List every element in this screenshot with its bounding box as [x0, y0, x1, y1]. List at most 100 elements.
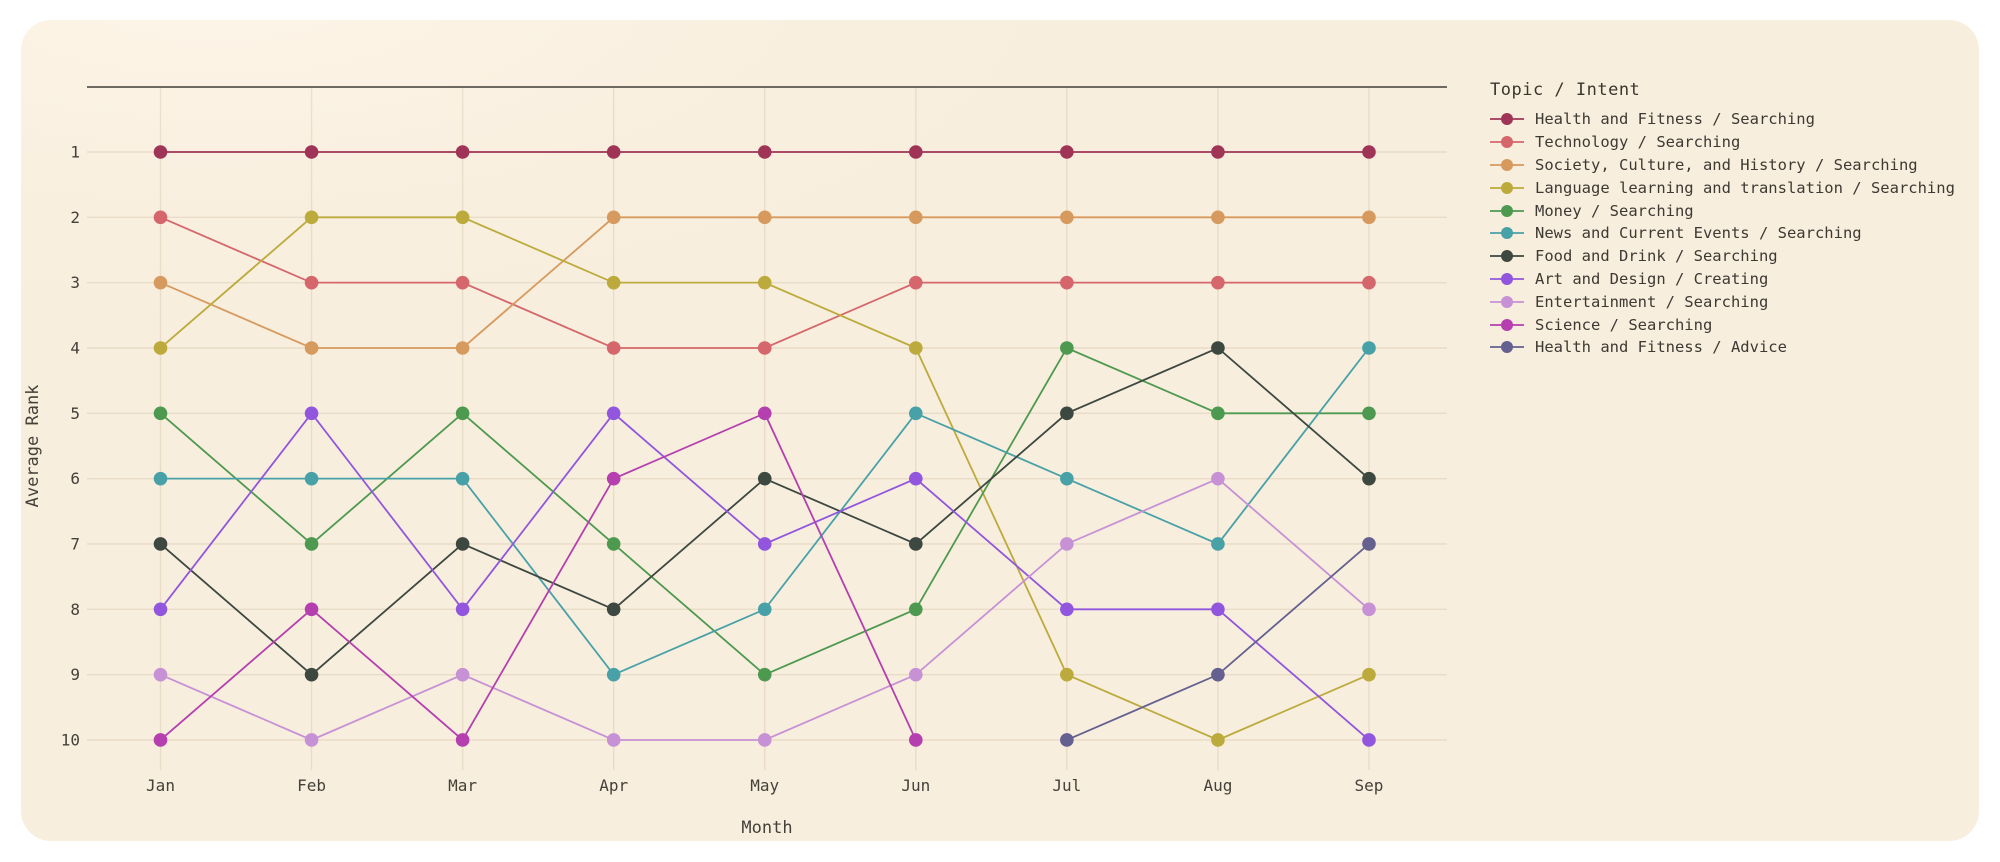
data-point — [153, 667, 168, 682]
data-point — [606, 341, 621, 355]
legend-dot — [1501, 341, 1513, 354]
data-point — [1211, 537, 1225, 551]
legend-dot — [1501, 113, 1513, 126]
legend-dot — [1501, 295, 1513, 308]
data-point — [304, 210, 319, 225]
data-point — [1362, 667, 1376, 682]
data-point — [1362, 733, 1376, 747]
data-point — [606, 537, 621, 551]
x-axis-title: Month — [741, 818, 792, 838]
data-point — [1060, 145, 1074, 159]
x-tick-label: Sep — [1355, 776, 1384, 795]
data-point — [606, 602, 621, 617]
data-point — [909, 667, 923, 682]
legend-dot — [1501, 136, 1513, 149]
legend-item: Society, Culture, and History / Searchin… — [1490, 154, 1955, 177]
data-point — [153, 406, 168, 421]
series-lines — [153, 145, 1376, 747]
data-point — [153, 145, 168, 159]
x-tick-label: Jun — [901, 776, 930, 795]
legend-swatch-icon — [1490, 136, 1524, 149]
data-point — [455, 210, 470, 225]
data-point — [909, 145, 923, 159]
legend-swatch-icon — [1490, 113, 1524, 126]
y-tick-label: 3 — [70, 273, 80, 292]
data-point — [606, 733, 621, 747]
legend-item: Money / Searching — [1490, 199, 1955, 222]
legend-swatch-icon — [1490, 318, 1524, 331]
data-point — [1060, 602, 1074, 617]
data-point — [757, 602, 772, 617]
x-tick-label: Mar — [448, 776, 477, 795]
data-point — [455, 145, 470, 159]
legend-item: Entertainment / Searching — [1490, 290, 1955, 313]
data-point — [606, 406, 621, 421]
data-point — [606, 667, 621, 682]
series-line — [159, 412, 917, 742]
data-point — [455, 667, 470, 682]
x-tick-label: Apr — [599, 776, 628, 795]
legend-swatch-icon — [1490, 181, 1524, 194]
legend-dot — [1501, 272, 1513, 285]
legend-swatch-icon — [1490, 250, 1524, 263]
legend-item-label: Food and Drink / Searching — [1535, 247, 1778, 266]
data-point — [455, 733, 470, 747]
legend-item-label: Society, Culture, and History / Searchin… — [1535, 155, 1918, 174]
y-tick-label: 1 — [70, 143, 80, 162]
x-tick-label: May — [750, 776, 779, 795]
legend-dot — [1501, 318, 1513, 331]
y-tick-label: 8 — [70, 600, 80, 619]
data-point — [1211, 145, 1225, 159]
legend-item-label: Technology / Searching — [1535, 133, 1741, 152]
legend-item-label: Money / Searching — [1535, 201, 1694, 220]
data-point — [153, 341, 168, 355]
data-point — [909, 733, 923, 747]
data-point — [757, 471, 772, 486]
legend-title: Topic / Intent — [1490, 80, 1641, 100]
data-point — [1060, 341, 1074, 355]
data-point — [153, 537, 168, 551]
data-point — [1060, 275, 1074, 290]
bump-chart: 1 2 3 4 5 6 7 8 9 10 Jan Feb Mar Apr May Jun Jul Aug Sep A… — [23, 86, 1447, 838]
data-point — [153, 210, 168, 225]
data-point — [1362, 341, 1376, 355]
data-point — [304, 733, 319, 747]
legend-dot — [1501, 204, 1513, 217]
data-point — [757, 210, 772, 225]
data-point — [909, 341, 923, 355]
data-point — [1362, 275, 1376, 290]
x-tick-label: Feb — [297, 776, 326, 795]
data-point — [757, 733, 772, 747]
data-point — [1362, 537, 1376, 551]
data-point — [757, 667, 772, 682]
y-tick-label: 5 — [70, 404, 80, 423]
legend-item: Health and Fitness / Searching — [1490, 108, 1955, 131]
legend-item-label: Language learning and translation / Sear… — [1535, 178, 1955, 197]
data-point — [304, 406, 319, 421]
data-point — [606, 145, 621, 159]
data-point — [153, 733, 168, 747]
data-point — [606, 471, 621, 486]
data-point — [153, 602, 168, 617]
legend-swatch-icon — [1490, 204, 1524, 217]
data-point — [1060, 537, 1074, 551]
legend-item: Technology / Searching — [1490, 131, 1955, 154]
data-point — [909, 406, 923, 421]
chart-card — [21, 20, 1979, 841]
data-point — [909, 537, 923, 551]
data-point — [1060, 210, 1074, 225]
legend-item: Health and Fitness / Advice — [1490, 336, 1955, 359]
legend-items: Health and Fitness / Searching Technology… — [1490, 108, 1955, 359]
y-axis-title: Average Rank — [23, 385, 43, 508]
data-point — [153, 471, 168, 486]
legend-item-label: Health and Fitness / Searching — [1535, 110, 1815, 129]
legend-item: News and Current Events / Searching — [1490, 222, 1955, 245]
legend-swatch-icon — [1490, 295, 1524, 308]
data-point — [1362, 406, 1376, 421]
legend-item: Food and Drink / Searching — [1490, 245, 1955, 268]
data-point — [304, 145, 319, 159]
data-point — [153, 275, 168, 290]
data-point — [304, 537, 319, 551]
y-tick-label: 6 — [70, 469, 80, 488]
